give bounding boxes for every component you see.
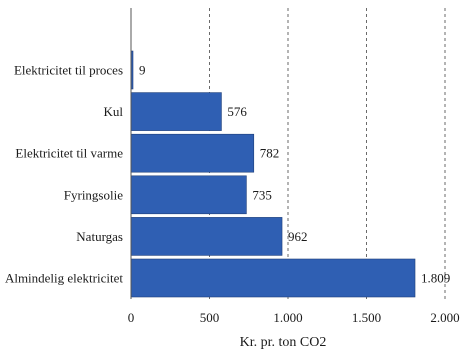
bar bbox=[130, 133, 255, 173]
x-tick-label: 2.000 bbox=[430, 310, 459, 325]
bars bbox=[130, 50, 416, 298]
value-label: 962 bbox=[288, 229, 308, 244]
category-labels: Elektricitet til proces Kul Elektricitet t… bbox=[5, 63, 123, 286]
x-axis-title: Kr. pr. ton CO2 bbox=[240, 335, 327, 350]
bar bbox=[130, 92, 222, 131]
x-tick-label: 1.500 bbox=[352, 310, 381, 325]
value-label: 9 bbox=[139, 63, 146, 78]
category-label: Elektricitet til varme bbox=[15, 146, 123, 161]
category-label: Almindelig elektricitet bbox=[5, 271, 123, 286]
category-label: Elektricitet til proces bbox=[14, 63, 123, 78]
value-label: 735 bbox=[252, 187, 272, 202]
category-label: Kul bbox=[104, 104, 124, 119]
value-label: 576 bbox=[227, 104, 247, 119]
x-tick-label: 0 bbox=[128, 310, 135, 325]
value-label: 782 bbox=[260, 146, 280, 161]
value-labels: 9 576 782 735 962 1.809 bbox=[139, 63, 450, 286]
bar bbox=[130, 217, 283, 256]
x-tick-labels: 0 500 1.000 1.500 2.000 bbox=[128, 310, 460, 325]
x-tick-label: 1.000 bbox=[273, 310, 302, 325]
value-label: 1.809 bbox=[421, 271, 450, 286]
x-tick-label: 500 bbox=[200, 310, 220, 325]
bar bbox=[130, 175, 247, 215]
bar bbox=[130, 258, 416, 298]
category-label: Naturgas bbox=[76, 229, 123, 244]
category-label: Fyringsolie bbox=[64, 187, 123, 202]
